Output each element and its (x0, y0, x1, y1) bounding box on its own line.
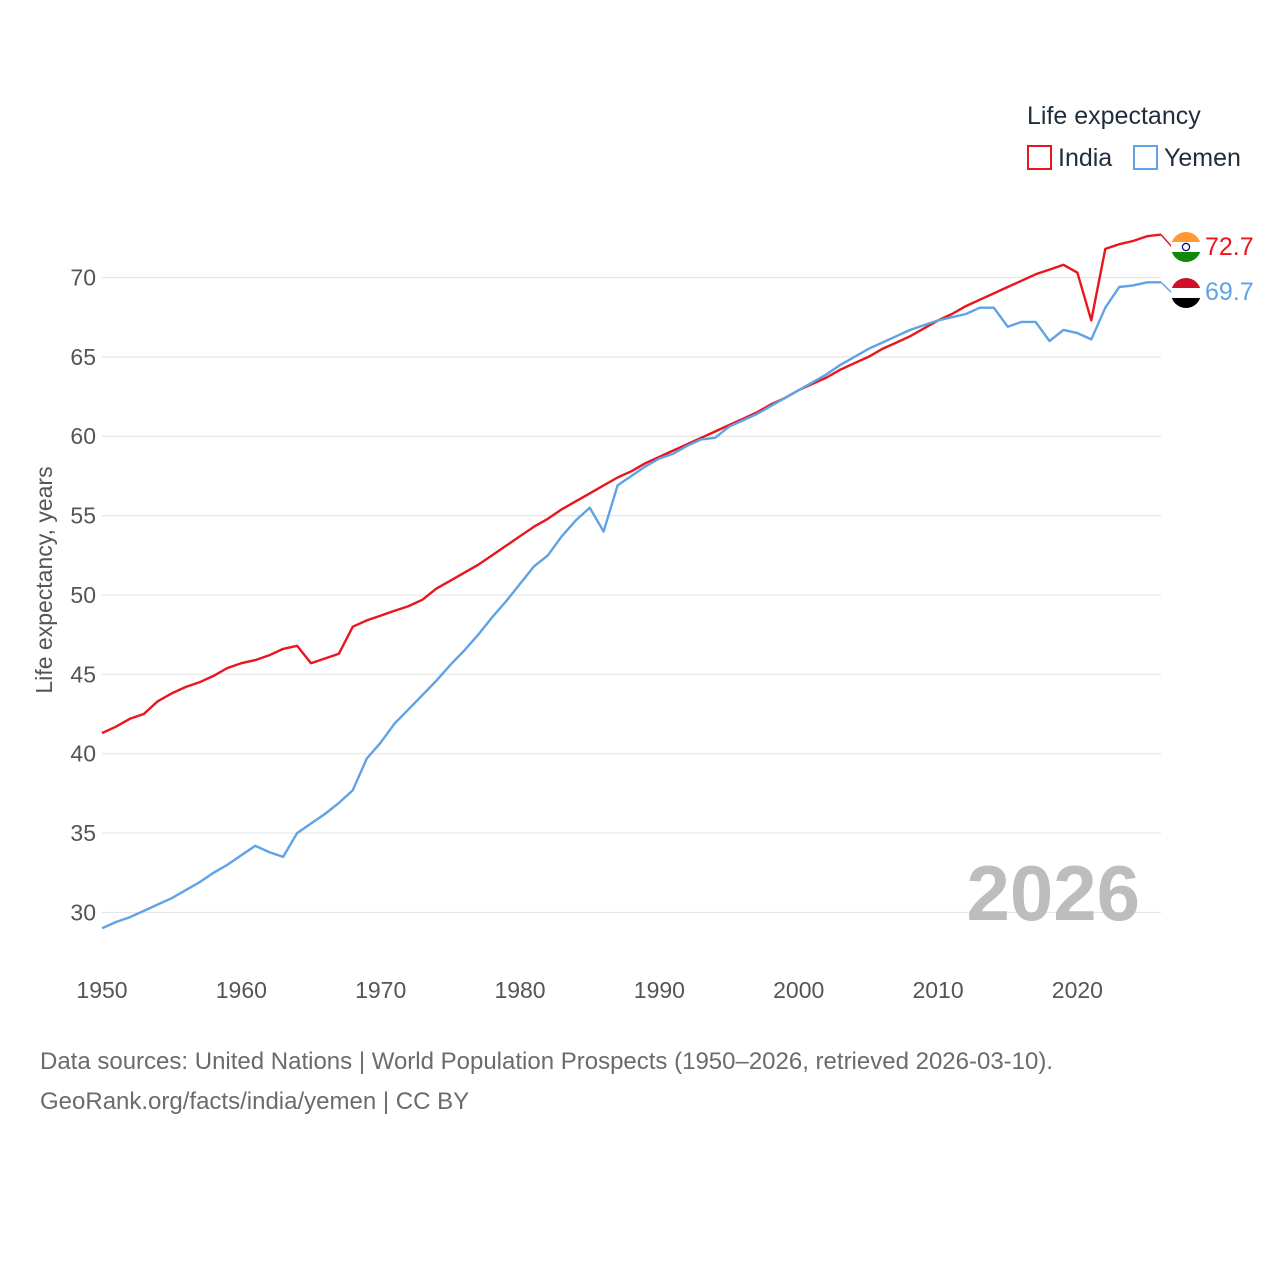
x-tick-label-1960: 1960 (216, 977, 267, 1003)
x-tick-label-2000: 2000 (773, 977, 824, 1003)
x-tick-label-1990: 1990 (634, 977, 685, 1003)
x-tick-label-1980: 1980 (494, 977, 545, 1003)
grid-lines (102, 276, 1161, 914)
series-line-india (101, 233, 1162, 735)
legend: Life expectancy India Yemen (1027, 102, 1241, 172)
india-flag-icon (1171, 232, 1201, 262)
legend-label-india: India (1058, 144, 1112, 172)
y-tick-label-35: 35 (70, 820, 96, 846)
source-line-2: GeoRank.org/facts/india/yemen | CC BY (40, 1088, 470, 1115)
y-axis-label: Life expectancy, years (31, 466, 57, 693)
yemen-end-marker: 69.7 (1171, 278, 1254, 308)
series-lines (101, 233, 1173, 930)
x-tick-label-1970: 1970 (355, 977, 406, 1003)
y-tick-label-60: 60 (70, 423, 96, 449)
series-line-yemen (101, 281, 1161, 930)
legend-title: Life expectancy (1027, 102, 1201, 130)
x-tick-label-1950: 1950 (76, 977, 127, 1003)
yemen-flag-icon (1171, 278, 1201, 308)
india-end-marker: 72.7 (1171, 232, 1254, 262)
connector-india (1160, 234, 1173, 248)
y-tick-label-65: 65 (70, 344, 96, 370)
source-note: Data sources: United Nations | World Pop… (40, 1042, 1053, 1122)
yemen-end-value: 69.7 (1205, 278, 1254, 306)
y-tick-label-45: 45 (70, 661, 96, 687)
india-end-value: 72.7 (1205, 233, 1254, 261)
source-line-1: Data sources: United Nations | World Pop… (40, 1048, 1054, 1075)
y-axis-ticks: 30 35 40 45 50 55 60 65 70 (70, 264, 96, 925)
year-watermark: 2026 (966, 849, 1140, 937)
y-tick-label-40: 40 (70, 741, 96, 767)
x-axis-ticks: 1950 1960 1970 1980 1990 2000 2010 2020 (76, 977, 1103, 1003)
legend-swatch-india (1027, 145, 1052, 170)
y-tick-label-70: 70 (70, 264, 96, 290)
y-tick-label-55: 55 (70, 503, 96, 529)
y-tick-label-30: 30 (70, 899, 96, 925)
x-tick-label-2020: 2020 (1052, 977, 1103, 1003)
legend-label-yemen: Yemen (1164, 144, 1241, 172)
connector-yemen (1160, 281, 1173, 294)
y-tick-label-50: 50 (70, 582, 96, 608)
legend-swatch-yemen (1133, 145, 1158, 170)
x-tick-label-2010: 2010 (912, 977, 963, 1003)
